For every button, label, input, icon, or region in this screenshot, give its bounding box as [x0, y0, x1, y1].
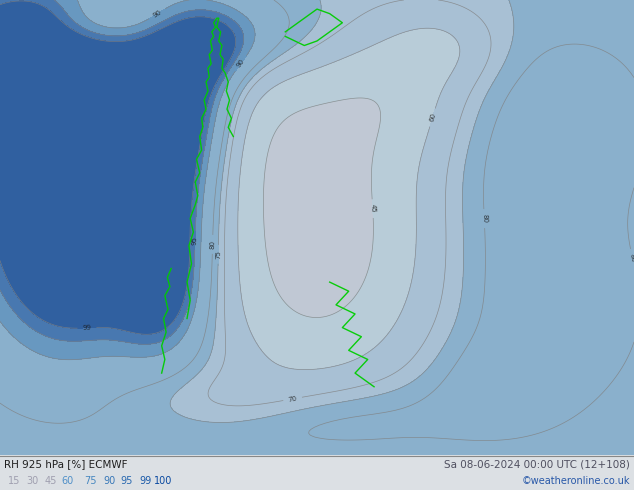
- Text: 90: 90: [152, 9, 162, 19]
- Text: 45: 45: [45, 476, 57, 486]
- Text: 100: 100: [154, 476, 172, 486]
- Text: 30: 30: [26, 476, 38, 486]
- Text: Sa 08-06-2024 00:00 UTC (12+108): Sa 08-06-2024 00:00 UTC (12+108): [444, 459, 630, 469]
- Text: 15: 15: [8, 476, 20, 486]
- Text: 45: 45: [370, 204, 376, 213]
- Text: 80: 80: [629, 253, 634, 263]
- Text: 95: 95: [192, 236, 198, 245]
- Text: 99: 99: [139, 476, 151, 486]
- Text: 80: 80: [209, 240, 216, 249]
- Text: 60: 60: [429, 112, 437, 123]
- Text: 99: 99: [82, 324, 91, 331]
- Text: 70: 70: [288, 395, 297, 403]
- Text: 90: 90: [236, 58, 246, 69]
- Text: 90: 90: [104, 476, 116, 486]
- Text: 95: 95: [121, 476, 133, 486]
- Text: 75: 75: [215, 250, 221, 259]
- Text: ©weatheronline.co.uk: ©weatheronline.co.uk: [522, 476, 630, 486]
- Text: RH 925 hPa [%] ECMWF: RH 925 hPa [%] ECMWF: [4, 459, 127, 469]
- Text: 75: 75: [84, 476, 96, 486]
- Text: 80: 80: [481, 214, 488, 223]
- Text: 60: 60: [62, 476, 74, 486]
